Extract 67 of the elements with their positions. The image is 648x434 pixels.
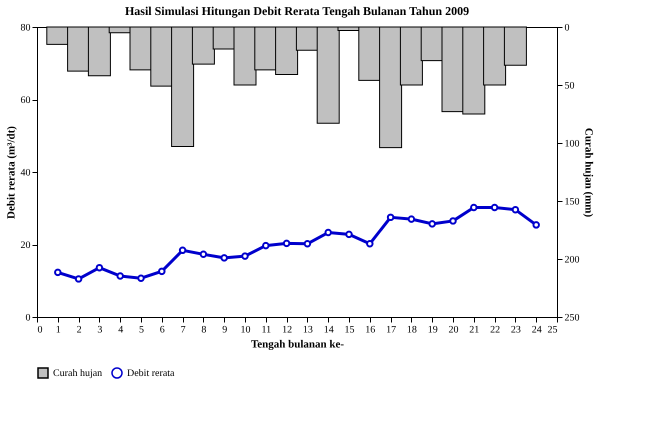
legend-label: Debit rerata	[127, 368, 176, 379]
point	[262, 242, 270, 250]
point	[282, 240, 290, 248]
point	[428, 220, 436, 228]
chart-title: Hasil Simulasi Hitungan Debit Rerata Tengah Bulanan Tahun 2009	[124, 4, 470, 18]
y2-tick-label: 200	[564, 254, 580, 266]
legend-label: Curah hujan	[53, 368, 102, 379]
x-tick-label: 16	[365, 324, 376, 336]
point	[408, 215, 416, 223]
x-tick-label: 5	[139, 324, 144, 336]
x-tick-label: 9	[222, 324, 228, 336]
x-tick-label: 1	[56, 324, 61, 336]
x-tick-label: 4	[118, 324, 124, 336]
x-tick-label: 6	[160, 324, 165, 336]
point	[449, 217, 457, 225]
x-tick-label: 19	[428, 324, 438, 336]
x-tick-label: 25	[548, 324, 558, 336]
x-tick-label: 14	[324, 324, 334, 336]
x-tick-label: 11	[261, 324, 272, 336]
x-tick-label: 10	[240, 324, 250, 336]
y-tick-label: 80	[20, 22, 30, 34]
x-tick-label: 21	[469, 324, 480, 336]
point	[74, 275, 82, 283]
x-tick-label: 7	[180, 324, 186, 336]
x-tick-label: 2	[76, 324, 82, 336]
point	[178, 246, 186, 254]
point	[304, 240, 312, 248]
y-tick-label: 40	[20, 168, 30, 178]
point	[345, 230, 353, 238]
x-tick-label: 23	[510, 324, 521, 336]
x-axis-title: Tengah bulanan ke-	[250, 338, 344, 350]
point	[490, 204, 498, 212]
point	[366, 240, 374, 248]
point	[532, 221, 540, 229]
x-tick-label: 3	[97, 324, 102, 336]
point	[220, 254, 228, 262]
point	[54, 268, 62, 276]
point	[324, 228, 332, 236]
point	[200, 250, 208, 258]
y-tick-label: 0	[26, 312, 30, 324]
x-tick-label: 15	[344, 324, 354, 336]
point	[386, 214, 394, 222]
x-tick-label: 22	[490, 324, 500, 336]
point	[116, 272, 124, 280]
y-axis-title: Debit rerata (m³/dt)	[6, 126, 18, 219]
y2-tick-label: 250	[564, 312, 580, 324]
point	[241, 252, 249, 260]
point	[512, 206, 520, 214]
point	[470, 204, 478, 212]
y-tick-label: 60	[20, 95, 30, 106]
y-tick-label: 20	[20, 240, 30, 251]
y2-axis-title: Curah hujan (mm)	[582, 128, 594, 218]
y2-tick-label: 100	[564, 138, 580, 150]
x-tick-label: 24	[532, 324, 542, 336]
x-tick-label: 8	[201, 324, 206, 336]
y2-tick-label: 50	[564, 80, 574, 92]
x-tick-label: 13	[302, 324, 313, 336]
x-tick-label: 20	[448, 324, 458, 336]
x-tick-label: 0	[38, 324, 42, 336]
y2-tick-label: 150	[564, 196, 580, 208]
point	[96, 264, 104, 272]
x-tick-label: 17	[386, 324, 396, 336]
point	[137, 274, 145, 282]
y2-tick-label: 0	[564, 22, 570, 34]
x-tick-label: 12	[282, 324, 292, 336]
x-tick-label: 18	[406, 324, 417, 336]
point	[158, 268, 166, 276]
